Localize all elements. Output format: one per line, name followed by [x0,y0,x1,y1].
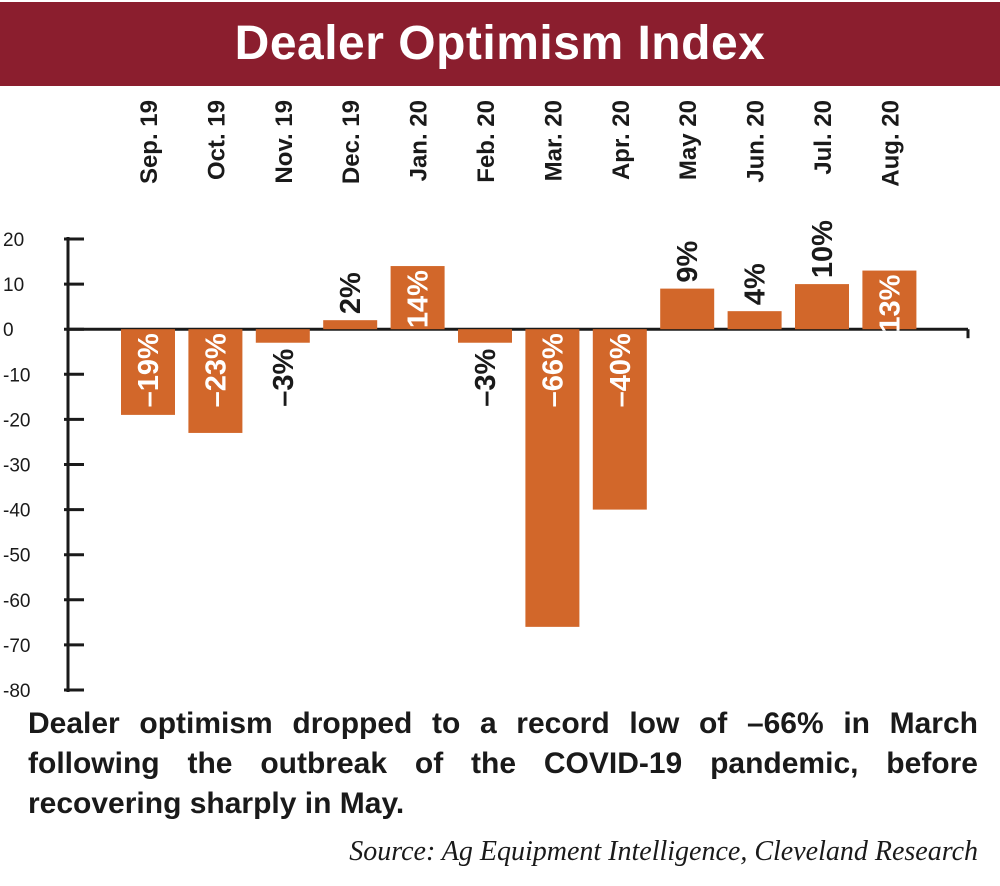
bar [660,288,715,330]
source-note: Source: Ag Equipment Intelligence, Cleve… [349,836,978,867]
category-label: Jan. 20 [406,100,433,181]
y-tick-label: -70 [3,636,30,657]
category-label: Sep. 19 [136,100,163,184]
y-tick-label: -60 [3,591,30,612]
y-tick-label: -50 [3,546,30,567]
bar [727,311,782,330]
y-tick-label: -30 [3,456,30,477]
bar-value-label: 14% [403,270,435,328]
bar [862,270,917,330]
bar-value-label: –40% [605,333,637,407]
category-label: Feb. 20 [473,100,500,183]
bar [525,329,580,627]
category-label: Nov. 19 [271,100,298,184]
bar [795,284,849,330]
bar-value-label: 2% [335,272,367,314]
chart-title: Dealer Optimism Index [234,17,766,70]
bar-value-label: –23% [200,333,232,407]
bar-chart: 20 10 0 -10 -20 -30 -40 -50 -60 -70 -80 Sep. 19 –19%… [3,100,970,701]
category-label: Jul. 20 [810,100,837,175]
bar [323,320,378,330]
category-label: May 20 [675,100,702,180]
bar [390,266,445,330]
bar-value-label: –3% [470,349,502,407]
category-label: Apr. 20 [608,100,635,180]
y-tick-label: 0 [3,320,14,341]
bar-value-label: 10% [807,220,839,278]
category-label: Jun. 20 [743,100,770,183]
category-label: Aug. 20 [877,100,904,187]
bar [255,329,310,343]
category-label: Mar. 20 [540,100,567,181]
bar-value-label: 9% [672,240,704,282]
y-tick-label: -10 [3,365,30,386]
bar-value-label: –19% [133,333,165,407]
bar [188,329,243,433]
bar-value-label: 13% [874,274,906,332]
bar-value-label: 4% [740,263,772,305]
y-tick-label: -20 [3,410,30,431]
bar-value-label: –66% [537,333,569,407]
bar-value-label: –3% [268,349,300,407]
y-tick-label: 20 [3,230,24,251]
bar [121,329,175,415]
chart-caption: Dealer optimism dropped to a record low … [28,707,978,820]
y-tick-label: 10 [3,275,24,296]
category-label: Oct. 19 [203,100,230,180]
category-label: Dec. 19 [338,100,365,184]
title-banner: Dealer Optimism Index [0,2,1000,86]
y-tick-label: -80 [3,681,30,701]
y-tick-label: -40 [3,501,30,522]
bar [592,329,647,510]
bar [458,329,512,343]
